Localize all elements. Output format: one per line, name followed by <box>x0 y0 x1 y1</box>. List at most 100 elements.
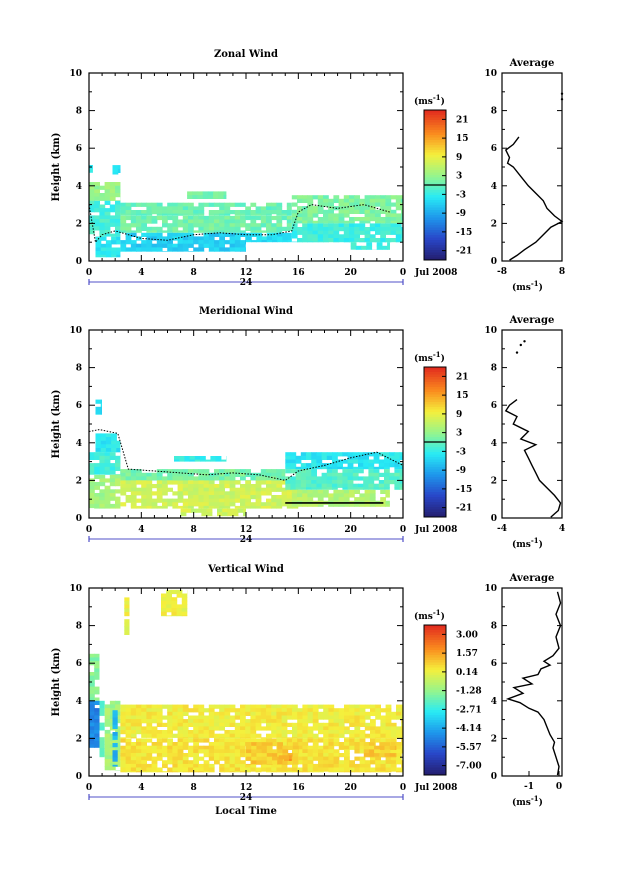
heatmap-cell <box>94 733 100 738</box>
heatmap-cell <box>172 726 179 731</box>
heatmap-cell <box>271 223 277 228</box>
colorbar-tick-label: -4.14 <box>456 724 482 734</box>
heatmap-cell <box>167 240 173 245</box>
heatmap-cell <box>120 215 127 221</box>
heatmap-cell <box>292 722 298 727</box>
heatmap-cell <box>321 452 328 457</box>
heatmap-cell <box>250 476 257 481</box>
heatmap-cell <box>255 484 262 489</box>
heatmap-cell <box>385 704 392 709</box>
heatmap-cell <box>378 452 385 457</box>
heatmap-cell <box>224 219 231 224</box>
heatmap-cell <box>316 483 323 488</box>
heatmap-cell <box>125 708 132 713</box>
heatmap-cell <box>167 247 173 252</box>
heatmap-cell <box>347 466 354 470</box>
heatmap-cell <box>234 738 241 743</box>
heatmap-cell <box>285 487 292 490</box>
heatmap-cell <box>156 715 163 720</box>
profile-x-label-base: (ms <box>512 282 531 293</box>
heatmap-cell <box>136 230 142 233</box>
colorbar-tick-label: -3 <box>456 447 466 457</box>
heatmap-cell <box>94 715 100 720</box>
colorbar-swatch <box>424 477 446 480</box>
day-label: 24 <box>240 535 253 545</box>
heatmap-cell <box>250 472 257 477</box>
heatmap-cell <box>359 241 366 243</box>
heatmap-cell <box>399 463 403 468</box>
heatmap-cell <box>380 227 386 232</box>
heatmap-cell <box>380 763 387 769</box>
heatmap-cell <box>120 469 127 474</box>
heatmap-cell <box>240 210 246 215</box>
heatmap-cell <box>333 504 340 507</box>
heatmap-cell <box>104 233 111 237</box>
heatmap-cell <box>344 730 350 735</box>
heatmap-cell <box>256 764 263 765</box>
heatmap-cell <box>390 737 397 739</box>
heatmap-cell <box>104 222 111 227</box>
heatmap-cell <box>272 756 278 761</box>
heatmap-cell <box>302 753 309 758</box>
heatmap-cell <box>192 195 199 199</box>
colorbar-swatch <box>424 230 446 233</box>
heatmap-cell <box>375 220 381 224</box>
heatmap-cell <box>188 763 194 769</box>
heatmap-cell <box>208 236 215 241</box>
heatmap-cell <box>266 764 273 765</box>
heatmap-cell <box>349 238 355 243</box>
heatmap-cell <box>302 767 309 772</box>
heatmap-cell <box>94 222 100 227</box>
heatmap-cell <box>359 230 366 235</box>
heatmap-cell <box>332 480 338 485</box>
heatmap-cell <box>349 771 355 773</box>
heatmap-cell <box>146 251 153 252</box>
colorbar-swatch <box>424 665 446 668</box>
profile-y-tick-label: 10 <box>484 584 497 594</box>
heatmap-cell <box>151 749 158 754</box>
heatmap-cell <box>115 463 121 468</box>
heatmap-cell <box>363 753 370 758</box>
colorbar-swatch <box>424 710 446 713</box>
heatmap-cell <box>318 730 324 735</box>
heatmap-cell <box>368 487 375 490</box>
heatmap-cell <box>181 597 188 602</box>
heatmap-cell <box>104 463 111 468</box>
colorbar-swatch <box>424 404 446 408</box>
heatmap-cell <box>167 498 173 503</box>
heatmap-cell <box>328 738 335 743</box>
heatmap-cell <box>302 489 308 494</box>
heatmap-cell <box>177 469 184 474</box>
heatmap-cell <box>286 715 293 720</box>
heatmap-cell <box>368 459 375 464</box>
heatmap-cell <box>401 760 403 765</box>
heatmap-cell <box>343 234 350 239</box>
heatmap-cell <box>115 211 121 216</box>
heatmap-cell <box>224 251 231 252</box>
profile-x-label-sup: -1 <box>531 794 539 803</box>
heatmap-cell <box>321 476 328 481</box>
heatmap-cell <box>219 251 225 252</box>
heatmap-cell <box>111 433 117 438</box>
heatmap-cell <box>255 708 262 713</box>
heatmap-cell <box>203 745 210 750</box>
heatmap-cell <box>266 213 272 216</box>
heatmap-cell <box>141 219 147 224</box>
heatmap-cell <box>375 198 381 203</box>
heatmap-cell <box>255 505 262 509</box>
colorbar-swatch <box>424 637 446 641</box>
heatmap-cell <box>311 483 317 488</box>
heatmap-cell <box>229 704 236 709</box>
heatmap-cell <box>234 771 241 773</box>
heatmap-cell <box>99 507 106 509</box>
heatmap-cell <box>250 210 257 215</box>
heatmap-cell <box>115 208 121 213</box>
colorbar-swatch <box>424 720 446 723</box>
colorbar-swatch <box>424 630 446 633</box>
heatmap-cell <box>219 756 225 761</box>
heatmap-cell <box>282 232 289 237</box>
heatmap-cell <box>174 459 180 462</box>
heatmap-cell <box>100 247 107 252</box>
colorbar-swatch <box>424 667 446 671</box>
heatmap-cell <box>286 219 292 224</box>
